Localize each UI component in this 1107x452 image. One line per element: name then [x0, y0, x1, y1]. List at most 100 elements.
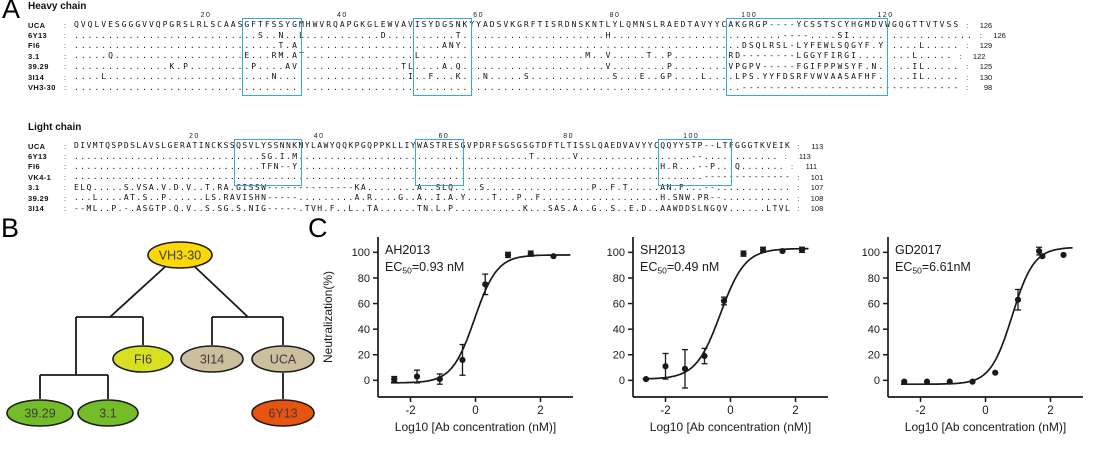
residue-count: 101 [810, 172, 824, 182]
phylogenetic-tree: VH3-30 FI6 3I14 UCA 39.29 3.1 6Y13 [6, 241, 315, 427]
alignment-row: VK4-1:..................................… [28, 172, 823, 182]
sequence-name: 3.1 [28, 51, 40, 61]
separator: : [64, 204, 67, 214]
tree-node-label: FI6 [134, 353, 152, 367]
tree-node-label: UCA [270, 353, 297, 367]
sequence: ..............K.P.........P....AV.......… [74, 61, 961, 71]
separator: : [966, 72, 969, 82]
alignment-row: FI6: ..............................TFN--Y… [28, 162, 823, 172]
separator: : [966, 62, 969, 72]
tree-branch [193, 265, 249, 318]
sequence-name: UCA [28, 141, 46, 151]
separator: : [797, 193, 800, 203]
separator: : [966, 20, 969, 30]
ruler-tick: 120 [877, 12, 894, 19]
sequence-name: FI6 [28, 162, 41, 172]
chart-title: GD2017 [895, 243, 942, 257]
alignment-row: 3I14: --ML..P.-.ASGTP.Q.V..S.SG.S.NIG----… [28, 203, 824, 214]
data-point [923, 378, 931, 385]
sequence-name: 3I14 [28, 72, 45, 82]
tree-node-ellipse [6, 399, 74, 427]
ruler-tick: 80 [609, 12, 621, 19]
sequence-name: 6Y13 [28, 31, 48, 41]
x-tick-label: -2 [405, 405, 415, 417]
tree-node-ellipse [77, 399, 139, 427]
data-point [482, 281, 489, 288]
data-point [1060, 251, 1067, 259]
alignment-row: 6Y13: ...........................S..N..L.… [28, 30, 1006, 41]
x-axis-label: Log10 [Ab concentration (nM)] [905, 420, 1066, 434]
y-tick-label: 40 [358, 324, 370, 336]
ec50-label: EC50=0.93 nM [385, 260, 464, 276]
data-point [992, 369, 999, 376]
separator: : [64, 72, 67, 82]
tree-node-ellipse [180, 345, 244, 373]
alignment-row: 6Y13: ..............................SG.I.… [28, 151, 823, 162]
chart-title: SH2013 [640, 243, 685, 257]
residue-count: 98 [983, 83, 993, 93]
ruler-tick: 40 [336, 12, 348, 19]
x-tick-label: -2 [660, 405, 670, 417]
data-point [662, 363, 669, 370]
ruler-tick: 100 [741, 12, 758, 19]
alignment-row: UCA: QVQLVESGGGVVQPGRSLRLSCAASGFTFSSYGMHW… [28, 20, 1006, 30]
y-tick-label: 0 [619, 375, 625, 387]
data-point [1036, 247, 1043, 255]
ruler-tick: 60 [473, 12, 485, 19]
tree-node-3i14: 3I14 [180, 345, 244, 373]
sequence-name: VK4-1 [28, 172, 52, 182]
y-tick-label: 60 [868, 298, 880, 310]
neutralization-chart-ah2013: 0 20 40 60 80 100 -2 0 2 Log10 [Ab concentration … [321, 237, 573, 434]
data-point [681, 365, 689, 372]
y-tick-label: 20 [613, 350, 625, 362]
sequence: ..............................T.A.......… [74, 40, 961, 50]
y-tick-label: 100 [352, 247, 370, 259]
y-tick-label: 40 [868, 324, 880, 336]
data-point [901, 378, 908, 385]
separator: : [64, 31, 67, 41]
separator: : [64, 172, 67, 182]
ruler-tick: 20 [189, 133, 200, 140]
separator: : [64, 141, 67, 151]
alignment-row: VH3-30:.................................… [28, 82, 1006, 93]
separator: : [797, 204, 800, 214]
sequence: DIVMTQSPDSLAVSLGERATINCKSSQSVLYSSNNKNYLA… [74, 141, 792, 151]
x-tick-label: 0 [982, 405, 988, 417]
tree-node-label: VH3-30 [159, 249, 201, 263]
separator: : [64, 193, 67, 203]
sequence-name: 39.29 [28, 193, 49, 203]
alignment-row: 39.29: ..............K.P.........P....AV.… [28, 62, 1006, 72]
tree-node-label: 3I14 [200, 353, 224, 367]
data-point [740, 250, 747, 257]
sequence: ..............................TFN--Y....… [74, 161, 785, 171]
alignment-row: FI6: ..............................T.A...… [28, 41, 1006, 51]
data-point [720, 297, 728, 305]
y-tick-label: 20 [358, 350, 370, 362]
y-tick-label: 80 [613, 273, 625, 285]
neutralization-charts: 0 20 40 60 80 100 -2 0 2 Log10 [Ab concentration … [320, 227, 1093, 445]
chart-title: AH2013 [385, 243, 430, 257]
separator: : [64, 83, 67, 93]
residue-count: 126 [993, 31, 1006, 41]
x-tick-label: 2 [1047, 405, 1053, 417]
x-tick-label: 0 [727, 405, 733, 417]
y-tick-label: 60 [358, 298, 370, 310]
alignment-row: 3I14: ....L........................N.....… [28, 72, 1006, 82]
sequence-name: UCA [28, 20, 46, 30]
residue-count: 108 [810, 204, 824, 214]
data-point [550, 253, 557, 260]
fit-curve [391, 254, 571, 384]
position-ruler: 20 40 60 80 100 120 [28, 12, 1006, 20]
ruler-tick: 60 [438, 133, 450, 140]
data-point [701, 352, 708, 360]
data-point [642, 375, 650, 383]
y-tick-label: 100 [862, 247, 880, 259]
separator: : [966, 83, 969, 93]
tree-node-label: 6Y13 [268, 407, 297, 421]
data-point [527, 250, 534, 257]
separator: : [966, 41, 969, 51]
sequence: ........................................… [74, 172, 792, 182]
alignment-row: 3.1: .....Q...................E...RM.AT..… [28, 51, 1006, 61]
ruler-tick: 20 [200, 12, 212, 19]
